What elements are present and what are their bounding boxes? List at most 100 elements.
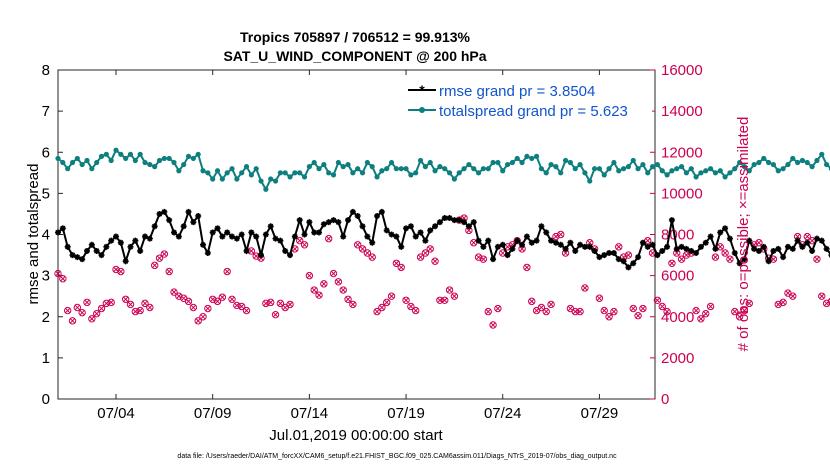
totalspread-point	[437, 164, 443, 170]
totalspread-point	[229, 166, 235, 172]
rmse-point	[702, 239, 709, 246]
totalspread-point	[161, 155, 167, 162]
totalspread-point	[422, 164, 428, 170]
rmse-point	[456, 217, 463, 224]
totalspread-point	[780, 166, 786, 172]
x-tick-label: 07/09	[194, 405, 232, 422]
obs-assimilated-point	[432, 258, 438, 264]
obs-assimilated-point	[650, 250, 656, 256]
totalspread-point	[529, 155, 535, 162]
right-tick-label: 12000	[661, 144, 703, 161]
obs-assimilated-point	[814, 256, 820, 262]
obs-possible-point	[668, 259, 676, 267]
obs-possible-point	[150, 261, 159, 270]
obs-assimilated-point	[84, 299, 90, 305]
obs-assimilated-point	[451, 293, 457, 299]
rmse-point	[55, 229, 61, 236]
obs-possible-point	[537, 303, 546, 312]
obs-possible-point	[296, 236, 304, 245]
totalspread-point	[751, 161, 757, 168]
totalspread-point	[345, 161, 351, 168]
totalspread-point	[717, 168, 723, 174]
rmse-point	[465, 223, 472, 230]
rmse-point	[717, 229, 724, 236]
obs-assimilated-point	[123, 296, 129, 302]
totalspread-point	[137, 151, 143, 157]
rmse-point	[789, 245, 796, 252]
rmse-point	[794, 237, 801, 244]
obs-assimilated-point	[659, 303, 665, 310]
obs-assimilated-point	[795, 234, 801, 240]
obs-possible-point	[494, 304, 502, 313]
rmse-point	[712, 245, 719, 252]
rmse-point	[784, 243, 791, 250]
obs-possible-point	[528, 297, 536, 306]
totalspread-point	[572, 166, 578, 172]
obs-assimilated-point	[635, 313, 641, 319]
obs-assimilated-point	[229, 296, 235, 302]
obs-possible-point	[610, 307, 618, 316]
totalspread-point	[55, 155, 61, 162]
rmse-point	[552, 239, 559, 246]
obs-assimilated-point	[717, 244, 723, 250]
totalspread-point	[147, 161, 153, 168]
obs-assimilated-point	[181, 295, 187, 301]
obs-possible-point	[557, 230, 565, 239]
totalspread-point	[94, 159, 100, 166]
totalspread-point	[142, 159, 148, 166]
obs-possible-point	[663, 307, 671, 316]
obs-assimilated-point	[625, 252, 631, 258]
obs-assimilated-point	[340, 287, 346, 293]
totalspread-point	[263, 186, 269, 192]
rmse-point	[494, 243, 501, 250]
obs-assimilated-point	[166, 268, 172, 275]
rmse-point	[325, 219, 332, 226]
obs-possible-point	[199, 313, 207, 321]
y-axis-label-left: rmse and totalspread	[25, 164, 42, 305]
obs-possible-point	[677, 255, 686, 263]
totalspread-point	[393, 166, 399, 172]
totalspread-point	[611, 159, 617, 166]
rmse-point	[615, 256, 622, 263]
rmse-point	[726, 235, 733, 242]
left-tick-label: 2	[42, 309, 50, 326]
rmse-point	[171, 229, 178, 236]
totalspread-point	[514, 155, 520, 162]
rmse-point	[345, 217, 352, 224]
totalspread-point	[388, 159, 395, 166]
obs-assimilated-point	[819, 293, 825, 299]
obs-assimilated-point	[611, 309, 617, 315]
totalspread-point	[824, 161, 830, 168]
obs-assimilated-point	[577, 309, 583, 315]
left-axis-ticks: 0 1 2 3 4 5 6 7 8	[42, 62, 63, 408]
rmse-point	[668, 217, 675, 224]
rmse-point	[543, 229, 550, 236]
rmse-point	[688, 247, 695, 254]
totalspread-point	[359, 170, 366, 176]
obs-assimilated-point	[756, 240, 762, 246]
rmse-point	[398, 243, 405, 250]
obs-possible-point	[702, 309, 710, 318]
totalspread-point	[756, 159, 762, 166]
obs-assimilated-point	[65, 308, 71, 314]
totalspread-point	[567, 159, 574, 166]
totalspread-point	[69, 159, 76, 166]
x-axis-ticks: 07/04 07/09 07/14 07/19 07/24 07/29	[97, 70, 618, 422]
totalspread-point	[316, 166, 322, 172]
obs-assimilated-point	[171, 289, 177, 295]
obs-possible-point	[634, 312, 642, 320]
rmse-point	[364, 233, 371, 240]
rmse-point	[248, 229, 255, 236]
rmse-point	[359, 223, 366, 230]
obs-possible-point	[726, 255, 734, 263]
totalspread-point	[321, 161, 327, 168]
totalspread-point	[654, 161, 661, 168]
obs-possible-point	[547, 300, 555, 309]
obs-possible-point	[107, 298, 115, 307]
legend-spread-label: totalspread grand pr = 5.623	[439, 103, 628, 120]
totalspread-point	[374, 174, 380, 180]
obs-possible-point	[639, 304, 647, 313]
obs-possible-point	[223, 267, 231, 276]
totalspread-point	[200, 168, 206, 174]
